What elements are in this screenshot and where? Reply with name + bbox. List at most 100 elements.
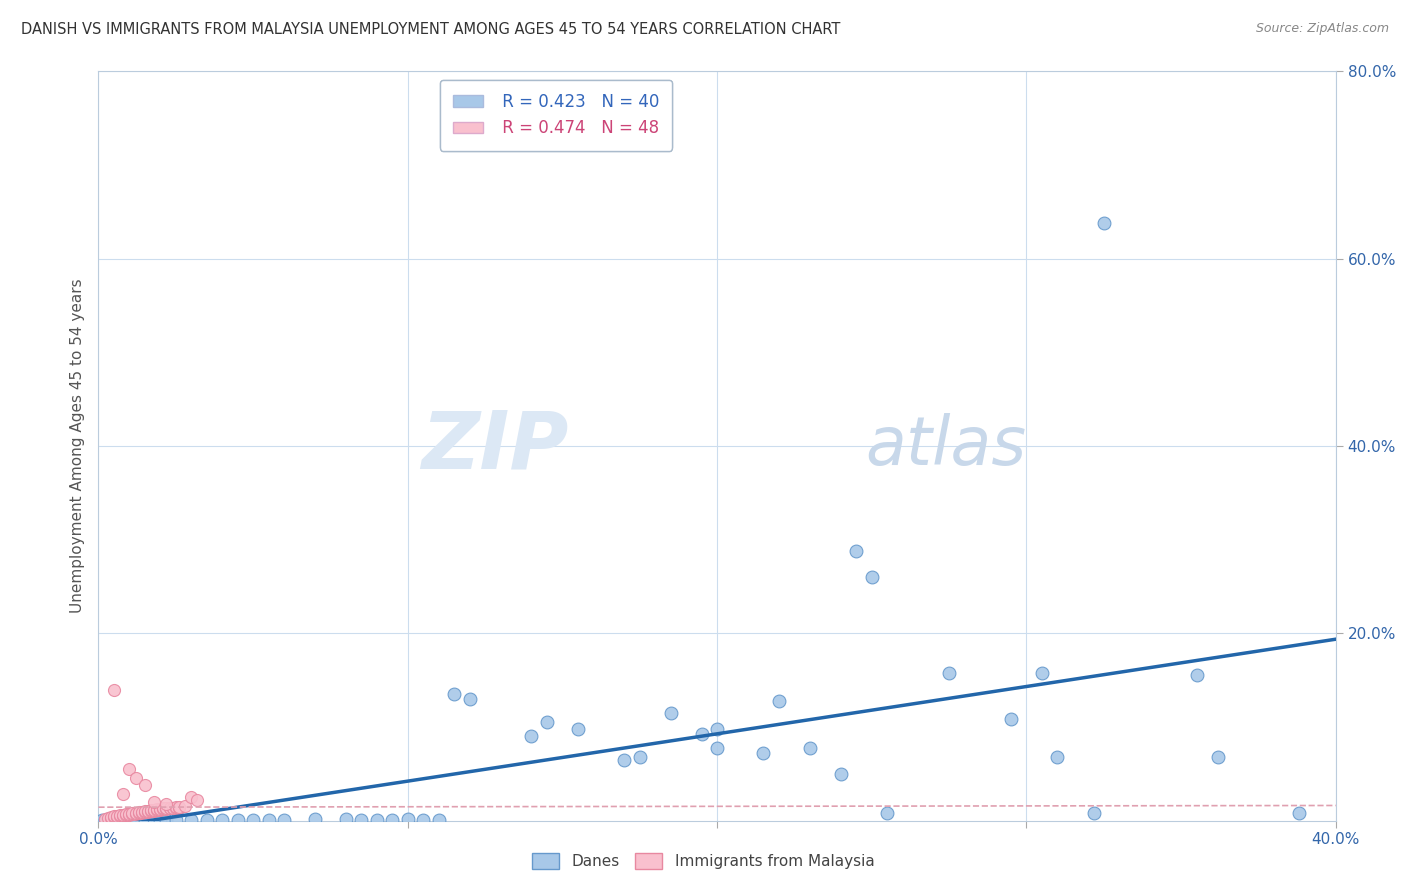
Point (1185, 668, 1208, 682)
Point (706, 740, 728, 755)
Point (143, 805, 166, 819)
Point (1000, 713, 1022, 727)
Point (149, 803, 172, 817)
Point (118, 807, 141, 822)
Point (155, 813, 177, 827)
Point (103, 809, 125, 823)
Point (335, 812, 357, 826)
Point (134, 813, 156, 827)
Point (128, 805, 150, 820)
Point (131, 806, 153, 821)
Point (165, 799, 187, 814)
Point (112, 788, 135, 802)
Legend:  R = 0.423   N = 40,  R = 0.474   N = 48: R = 0.423 N = 40, R = 0.474 N = 48 (440, 79, 672, 151)
Point (257, 813, 280, 827)
Point (118, 762, 141, 776)
Point (108, 809, 131, 823)
Text: DANISH VS IMMIGRANTS FROM MALAYSIA UNEMPLOYMENT AMONG AGES 45 TO 54 YEARS CORREL: DANISH VS IMMIGRANTS FROM MALAYSIA UNEMP… (21, 22, 841, 37)
Point (1206, 750, 1229, 764)
Point (152, 802, 174, 816)
Point (752, 746, 775, 760)
Point (124, 813, 146, 827)
Point (149, 802, 172, 816)
Point (690, 727, 713, 741)
Point (139, 805, 162, 819)
Point (97, 811, 120, 825)
Point (159, 800, 181, 814)
Point (115, 808, 138, 822)
Point (100, 811, 122, 825)
Point (381, 813, 404, 827)
Point (149, 813, 172, 827)
Point (830, 767, 852, 781)
Point (155, 802, 177, 816)
Point (799, 740, 821, 755)
Point (143, 795, 166, 809)
Point (100, 813, 122, 827)
Point (121, 806, 143, 821)
Point (350, 813, 373, 827)
Point (131, 805, 153, 820)
Point (366, 813, 388, 827)
Point (162, 801, 184, 815)
Point (112, 809, 135, 823)
Legend: Danes, Immigrants from Malaysia: Danes, Immigrants from Malaysia (526, 847, 880, 875)
Point (211, 813, 233, 827)
Point (165, 813, 187, 827)
Point (118, 813, 141, 827)
Point (876, 806, 898, 821)
Point (1083, 806, 1105, 821)
Point (845, 544, 868, 558)
Point (105, 810, 128, 824)
Point (427, 813, 450, 827)
Point (195, 813, 218, 827)
Point (1092, 216, 1115, 230)
Point (124, 772, 146, 786)
Point (226, 813, 249, 827)
Point (860, 570, 883, 584)
Point (162, 800, 184, 814)
Point (706, 722, 728, 736)
Point (108, 808, 131, 822)
Point (146, 802, 169, 816)
Point (93, 812, 115, 826)
Point (112, 812, 135, 826)
Point (112, 808, 135, 822)
Point (118, 808, 141, 822)
Point (97, 812, 120, 826)
Point (659, 706, 682, 720)
Point (152, 801, 174, 815)
Point (1288, 806, 1310, 821)
Point (103, 810, 125, 824)
Point (458, 692, 481, 706)
Point (146, 803, 169, 817)
Point (103, 813, 125, 827)
Point (174, 798, 197, 813)
Point (159, 801, 181, 815)
Point (143, 812, 166, 826)
Point (536, 715, 558, 730)
Point (121, 807, 143, 822)
Point (90, 813, 112, 827)
Point (304, 812, 326, 826)
Point (105, 809, 128, 823)
Point (165, 800, 187, 814)
Y-axis label: Unemployment Among Ages 45 to 54 years: Unemployment Among Ages 45 to 54 years (69, 278, 84, 614)
Point (136, 805, 159, 820)
Point (155, 801, 177, 815)
Point (105, 812, 128, 826)
Point (134, 778, 156, 792)
Point (167, 799, 190, 814)
Point (115, 807, 138, 822)
Point (143, 803, 166, 817)
Point (128, 806, 150, 821)
Point (155, 797, 177, 811)
Point (1031, 665, 1053, 680)
Text: Source: ZipAtlas.com: Source: ZipAtlas.com (1256, 22, 1389, 36)
Point (396, 812, 419, 826)
Point (567, 722, 589, 736)
Point (136, 805, 159, 819)
Point (613, 753, 636, 767)
Point (124, 807, 146, 822)
Point (180, 790, 202, 805)
